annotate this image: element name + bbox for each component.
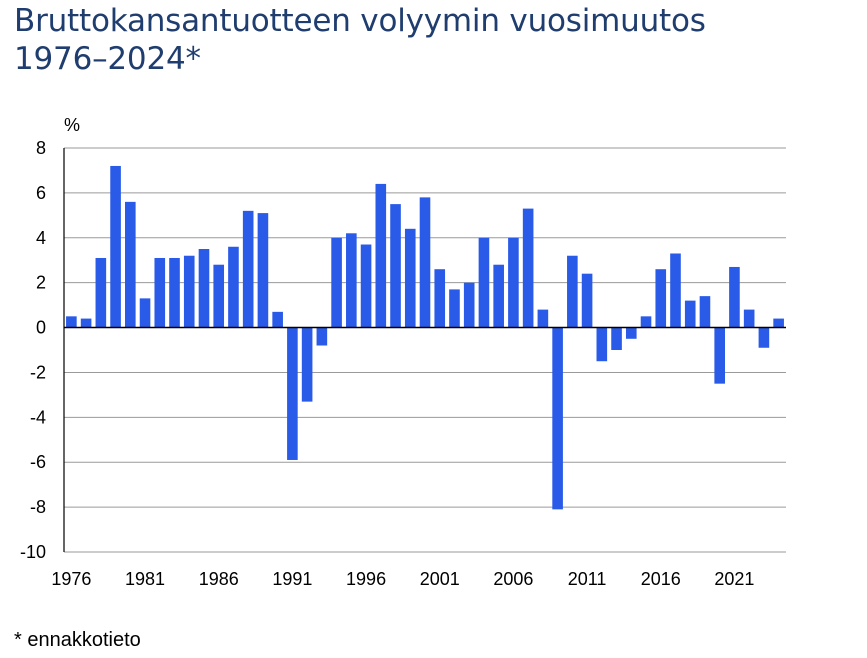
bar-2019	[699, 296, 711, 328]
y-tick-label: -4	[30, 407, 46, 427]
x-tick-label: 1991	[272, 569, 312, 589]
bar-2012	[596, 327, 608, 362]
bar-1986	[213, 264, 225, 328]
bar-1996	[360, 244, 372, 328]
footnote: * ennakkotieto	[14, 629, 141, 651]
bar-2011	[581, 273, 593, 328]
bar-1994	[331, 237, 342, 328]
bar-2001	[434, 269, 446, 328]
x-tick-label: 2021	[714, 569, 754, 589]
y-tick-label: -8	[30, 497, 46, 517]
bar-2005	[493, 264, 504, 328]
x-tick-label: 2001	[420, 569, 460, 589]
bar-2016	[655, 269, 667, 328]
bar-2010	[567, 255, 578, 328]
bar-1984	[183, 255, 195, 328]
bars	[66, 165, 784, 510]
bar-2017	[670, 253, 681, 328]
y-tick-label: -10	[20, 542, 46, 562]
bar-2007	[522, 208, 534, 328]
chart-title: Bruttokansantuotteen volyymin vuosimuuto…	[14, 2, 854, 78]
bar-1998	[390, 204, 401, 328]
bar-1976	[66, 316, 77, 328]
bar-1990	[272, 311, 283, 328]
y-tick-label: -6	[30, 452, 46, 472]
y-axis-unit: %	[64, 115, 80, 135]
bar-1981	[139, 298, 151, 328]
bar-2014	[625, 327, 637, 339]
bar-2020	[714, 327, 725, 384]
x-tick-label: 1981	[125, 569, 165, 589]
bar-1979	[110, 165, 121, 328]
bar-2018	[684, 300, 696, 328]
bar-2008	[537, 309, 549, 328]
bar-2015	[640, 316, 652, 328]
axes	[63, 148, 786, 552]
bar-1992	[301, 327, 313, 402]
bar-1988	[242, 210, 254, 328]
bar-1983	[169, 257, 180, 328]
bar-1999	[404, 228, 416, 328]
bar-2009	[552, 327, 563, 510]
bar-1987	[228, 246, 239, 328]
y-tick-label: 4	[36, 228, 46, 248]
y-tick-label: 6	[36, 183, 46, 203]
x-tick-label: 2011	[568, 569, 607, 589]
bar-1995	[346, 233, 357, 328]
bar-1993	[316, 327, 328, 346]
x-tick-label: 1976	[51, 569, 91, 589]
y-tick-label: 8	[36, 138, 46, 158]
bar-2002	[449, 289, 460, 328]
bar-2023	[758, 327, 770, 348]
y-tick-labels: -10 -8 -6 -4 -2 0 2 4 6 8	[20, 138, 46, 562]
bar-2013	[611, 327, 622, 350]
chart-title-line-1: Bruttokansantuotteen volyymin vuosimuuto…	[14, 3, 706, 39]
bar-1982	[154, 257, 166, 328]
bar-2022	[743, 309, 755, 328]
bar-1980	[125, 201, 136, 328]
bar-1978	[95, 257, 107, 328]
chart-title-line-2: 1976–2024*	[14, 41, 201, 77]
x-tick-label: 1986	[199, 569, 239, 589]
bar-2003	[463, 282, 475, 328]
bar-1989	[257, 213, 269, 328]
bar-1997	[375, 183, 387, 328]
bar-1991	[287, 327, 298, 460]
bar-2004	[478, 237, 490, 328]
y-tick-label: -2	[30, 362, 46, 382]
bar-1977	[80, 318, 92, 328]
bar-2000	[419, 197, 431, 328]
bar-1985	[198, 249, 210, 328]
x-tick-label: 2006	[493, 569, 533, 589]
y-tick-label: 2	[36, 273, 46, 293]
bar-2006	[508, 237, 519, 328]
x-tick-label: 2016	[641, 569, 681, 589]
bar-2024	[773, 318, 784, 328]
x-tick-label: 1996	[346, 569, 386, 589]
y-tick-label: 0	[36, 318, 46, 338]
bar-2021	[729, 266, 740, 328]
x-tick-labels: 1976 1981 1986 1991 1996 2001 2006 2011 2016 2021	[51, 569, 754, 589]
